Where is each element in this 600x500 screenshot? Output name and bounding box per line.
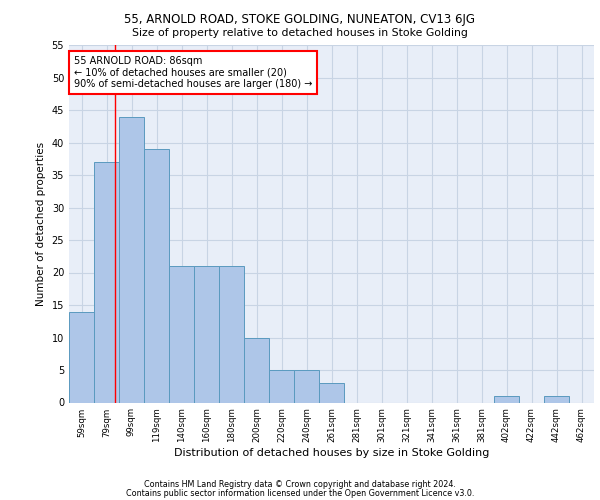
Bar	[194, 266, 219, 402]
Bar	[294, 370, 319, 402]
Bar	[269, 370, 294, 402]
Text: 55, ARNOLD ROAD, STOKE GOLDING, NUNEATON, CV13 6JG: 55, ARNOLD ROAD, STOKE GOLDING, NUNEATON…	[125, 12, 476, 26]
Text: Size of property relative to detached houses in Stoke Golding: Size of property relative to detached ho…	[132, 28, 468, 38]
X-axis label: Distribution of detached houses by size in Stoke Golding: Distribution of detached houses by size …	[174, 448, 489, 458]
Bar	[94, 162, 119, 402]
Bar	[544, 396, 569, 402]
Y-axis label: Number of detached properties: Number of detached properties	[36, 142, 46, 306]
Bar	[219, 266, 244, 402]
Bar	[169, 266, 194, 402]
Bar	[319, 383, 344, 402]
Bar	[69, 312, 94, 402]
Text: Contains public sector information licensed under the Open Government Licence v3: Contains public sector information licen…	[126, 489, 474, 498]
Bar	[494, 396, 519, 402]
Bar	[244, 338, 269, 402]
Text: Contains HM Land Registry data © Crown copyright and database right 2024.: Contains HM Land Registry data © Crown c…	[144, 480, 456, 489]
Bar	[144, 149, 169, 403]
Bar	[119, 116, 144, 403]
Text: 55 ARNOLD ROAD: 86sqm
← 10% of detached houses are smaller (20)
90% of semi-deta: 55 ARNOLD ROAD: 86sqm ← 10% of detached …	[74, 56, 313, 89]
